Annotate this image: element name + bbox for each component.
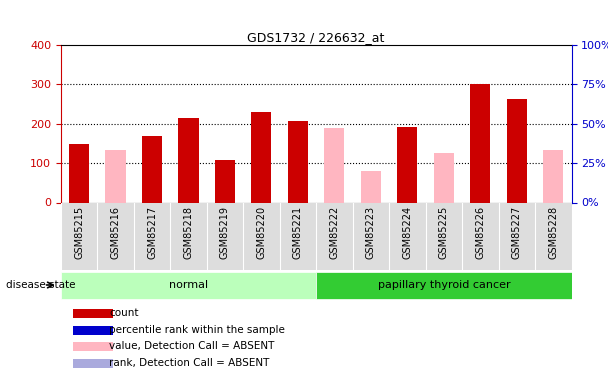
Text: GSM85226: GSM85226: [475, 206, 485, 259]
Text: GSM85223: GSM85223: [366, 206, 376, 259]
Bar: [251, 112, 271, 202]
Text: value, Detection Call = ABSENT: value, Detection Call = ABSENT: [109, 342, 275, 351]
Bar: [61, 272, 316, 298]
Bar: [73, 342, 113, 351]
Text: GSM85228: GSM85228: [548, 206, 558, 259]
Bar: [324, 128, 344, 202]
Text: GSM85216: GSM85216: [111, 206, 120, 259]
Title: GDS1732 / 226632_at: GDS1732 / 226632_at: [247, 31, 385, 44]
Bar: [73, 358, 113, 368]
Bar: [361, 171, 381, 202]
Text: GSM85221: GSM85221: [293, 206, 303, 259]
Text: GSM85218: GSM85218: [184, 206, 193, 259]
Text: GSM85227: GSM85227: [512, 206, 522, 259]
Text: GSM85225: GSM85225: [439, 206, 449, 259]
Text: normal: normal: [169, 280, 208, 290]
Text: GSM85220: GSM85220: [257, 206, 266, 259]
Bar: [215, 160, 235, 202]
Bar: [105, 150, 125, 202]
Bar: [73, 309, 113, 318]
Bar: [397, 127, 417, 202]
Text: disease state: disease state: [6, 280, 75, 290]
Text: GSM85217: GSM85217: [147, 206, 157, 259]
Bar: [434, 153, 454, 203]
Text: GSM85224: GSM85224: [402, 206, 412, 259]
Bar: [142, 136, 162, 202]
Bar: [316, 272, 572, 298]
Bar: [506, 99, 527, 202]
Text: rank, Detection Call = ABSENT: rank, Detection Call = ABSENT: [109, 358, 270, 368]
Bar: [178, 118, 198, 202]
Text: count: count: [109, 309, 139, 318]
Bar: [470, 84, 490, 203]
Text: GSM85222: GSM85222: [330, 206, 339, 259]
Bar: [543, 150, 563, 202]
Text: GSM85215: GSM85215: [74, 206, 84, 259]
Bar: [69, 144, 89, 202]
Text: papillary thyroid cancer: papillary thyroid cancer: [378, 280, 510, 290]
Bar: [73, 326, 113, 334]
Text: GSM85219: GSM85219: [220, 206, 230, 259]
Text: percentile rank within the sample: percentile rank within the sample: [109, 325, 285, 335]
Bar: [288, 121, 308, 202]
